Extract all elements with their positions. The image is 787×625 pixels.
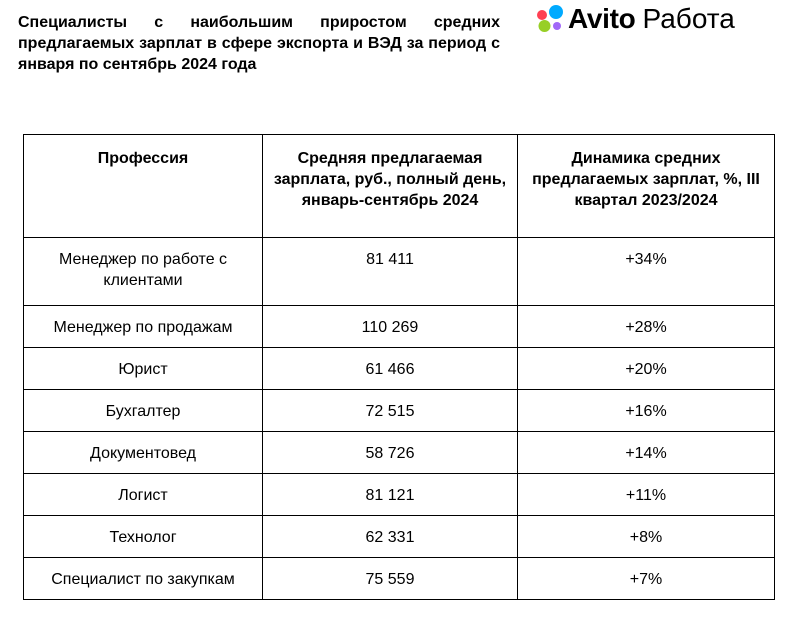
logo-dot-red bbox=[537, 10, 547, 20]
logo-dot-blue bbox=[549, 5, 563, 19]
table-row: Менеджер по работе с клиентами 81 411 +3… bbox=[23, 237, 775, 306]
cell-salary: 62 331 bbox=[262, 515, 518, 558]
cell-change: +20% bbox=[517, 347, 775, 390]
cell-profession: Менеджер по работе с клиентами bbox=[23, 237, 263, 306]
table-row: Технолог 62 331 +8% bbox=[23, 515, 775, 558]
logo-brand-text: Avito bbox=[568, 3, 636, 34]
table-row: Менеджер по продажам 110 269 +28% bbox=[23, 305, 775, 348]
cell-change: +7% bbox=[517, 557, 775, 600]
cell-change: +11% bbox=[517, 473, 775, 516]
avito-dots-icon bbox=[537, 5, 563, 32]
header-salary: Средняя предлагаемая зарплата, руб., пол… bbox=[262, 134, 518, 238]
cell-profession: Бухгалтер bbox=[23, 389, 263, 432]
logo-product-text: Работа bbox=[642, 3, 735, 34]
logo-dot-purple bbox=[553, 22, 561, 30]
logo-dot-green bbox=[538, 20, 551, 32]
cell-profession: Юрист bbox=[23, 347, 263, 390]
page-title: Специалисты с наибольшим приростом средн… bbox=[18, 14, 500, 73]
table-row: Юрист 61 466 +20% bbox=[23, 347, 775, 390]
table-row: Логист 81 121 +11% bbox=[23, 473, 775, 516]
cell-change: +16% bbox=[517, 389, 775, 432]
cell-salary: 81 411 bbox=[262, 237, 518, 306]
cell-salary: 61 466 bbox=[262, 347, 518, 390]
cell-salary: 58 726 bbox=[262, 431, 518, 474]
avito-rabota-logo: Avito Работа bbox=[535, 2, 735, 36]
cell-change: +14% bbox=[517, 431, 775, 474]
cell-salary: 72 515 bbox=[262, 389, 518, 432]
header-change: Динамика средних предлагаемых зарплат, %… bbox=[517, 134, 775, 238]
table-row: Специалист по закупкам 75 559 +7% bbox=[23, 557, 775, 600]
cell-change: +34% bbox=[517, 237, 775, 306]
cell-salary: 110 269 bbox=[262, 305, 518, 348]
table-row: Бухгалтер 72 515 +16% bbox=[23, 389, 775, 432]
cell-profession: Документовед bbox=[23, 431, 263, 474]
cell-change: +28% bbox=[517, 305, 775, 348]
cell-profession: Менеджер по продажам bbox=[23, 305, 263, 348]
header-profession: Профессия bbox=[23, 134, 263, 238]
table-row: Документовед 58 726 +14% bbox=[23, 431, 775, 474]
cell-salary: 81 121 bbox=[262, 473, 518, 516]
table-header-row: Профессия Средняя предлагаемая зарплата,… bbox=[23, 134, 775, 238]
cell-change: +8% bbox=[517, 515, 775, 558]
cell-salary: 75 559 bbox=[262, 557, 518, 600]
salary-table: Профессия Средняя предлагаемая зарплата,… bbox=[23, 134, 775, 600]
cell-profession: Технолог bbox=[23, 515, 263, 558]
cell-profession: Логист bbox=[23, 473, 263, 516]
cell-profession: Специалист по закупкам bbox=[23, 557, 263, 600]
